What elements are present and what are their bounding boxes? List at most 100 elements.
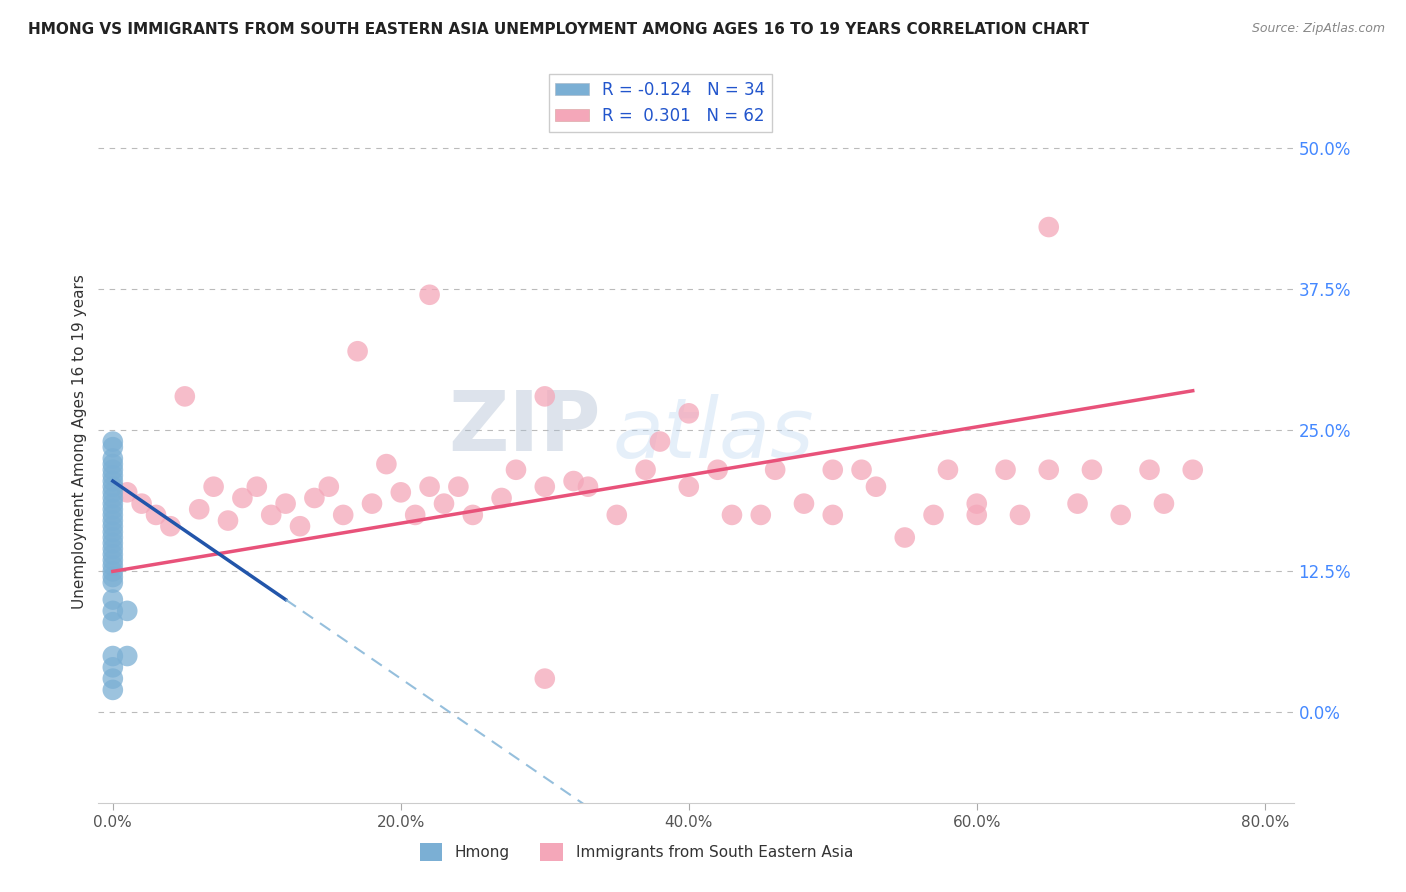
Point <box>793 497 815 511</box>
Point <box>576 480 599 494</box>
Text: ZIP: ZIP <box>449 386 600 467</box>
Point <box>1066 497 1088 511</box>
Point <box>115 648 138 663</box>
Point <box>994 463 1017 477</box>
Point <box>101 553 124 567</box>
Point <box>260 508 283 522</box>
Point <box>1038 220 1060 235</box>
Point <box>101 457 124 471</box>
Point <box>101 592 124 607</box>
Point <box>101 440 124 454</box>
Point <box>433 497 456 511</box>
Point <box>101 648 124 663</box>
Point <box>404 508 426 522</box>
Point <box>101 474 124 488</box>
Point <box>101 682 124 697</box>
Point <box>389 485 412 500</box>
Point <box>966 508 988 522</box>
Point <box>115 604 138 618</box>
Text: HMONG VS IMMIGRANTS FROM SOUTH EASTERN ASIA UNEMPLOYMENT AMONG AGES 16 TO 19 YEA: HMONG VS IMMIGRANTS FROM SOUTH EASTERN A… <box>28 22 1090 37</box>
Point <box>304 491 326 505</box>
Point <box>246 480 269 494</box>
Point <box>1038 463 1060 477</box>
Point <box>173 389 195 403</box>
Point <box>763 463 786 477</box>
Point <box>821 508 844 522</box>
Point <box>101 660 124 674</box>
Point <box>101 480 124 494</box>
Point <box>101 604 124 618</box>
Text: Source: ZipAtlas.com: Source: ZipAtlas.com <box>1251 22 1385 36</box>
Point <box>1139 463 1161 477</box>
Point <box>1109 508 1132 522</box>
Point <box>101 514 124 528</box>
Point <box>318 480 340 494</box>
Point <box>101 565 124 579</box>
Point <box>505 463 527 477</box>
Point <box>101 531 124 545</box>
Point <box>1081 463 1104 477</box>
Point <box>1181 463 1204 477</box>
Point <box>188 502 211 516</box>
Point <box>101 672 124 686</box>
Point <box>461 508 484 522</box>
Point <box>231 491 253 505</box>
Point <box>101 541 124 556</box>
Point <box>115 485 138 500</box>
Point <box>274 497 297 511</box>
Point <box>749 508 772 522</box>
Point <box>101 491 124 505</box>
Legend: Hmong, Immigrants from South Eastern Asia: Hmong, Immigrants from South Eastern Asi… <box>413 837 859 867</box>
Point <box>721 508 744 522</box>
Point <box>101 502 124 516</box>
Point <box>101 558 124 573</box>
Point <box>101 468 124 483</box>
Point <box>606 508 628 522</box>
Point <box>361 497 384 511</box>
Point <box>101 575 124 590</box>
Point <box>648 434 671 449</box>
Point <box>101 524 124 539</box>
Point <box>533 480 555 494</box>
Text: atlas: atlas <box>613 393 814 475</box>
Point <box>101 451 124 466</box>
Point <box>966 497 988 511</box>
Point <box>131 497 153 511</box>
Point <box>447 480 470 494</box>
Point <box>101 463 124 477</box>
Point <box>1008 508 1031 522</box>
Point <box>101 497 124 511</box>
Point <box>1153 497 1175 511</box>
Point <box>101 536 124 550</box>
Point <box>634 463 657 477</box>
Point <box>562 474 585 488</box>
Point <box>159 519 181 533</box>
Point <box>865 480 887 494</box>
Point <box>419 287 441 301</box>
Point <box>101 570 124 584</box>
Point <box>101 615 124 630</box>
Point <box>533 672 555 686</box>
Point <box>101 548 124 562</box>
Point <box>202 480 225 494</box>
Point <box>936 463 959 477</box>
Point <box>217 514 239 528</box>
Point <box>101 485 124 500</box>
Point <box>101 519 124 533</box>
Point <box>332 508 354 522</box>
Point <box>678 480 700 494</box>
Point <box>533 389 555 403</box>
Point <box>101 434 124 449</box>
Point <box>288 519 311 533</box>
Point <box>678 406 700 420</box>
Point <box>893 531 915 545</box>
Point <box>491 491 513 505</box>
Point <box>145 508 167 522</box>
Point <box>346 344 368 359</box>
Point <box>419 480 441 494</box>
Y-axis label: Unemployment Among Ages 16 to 19 years: Unemployment Among Ages 16 to 19 years <box>72 274 87 609</box>
Point <box>821 463 844 477</box>
Point <box>922 508 945 522</box>
Point <box>851 463 873 477</box>
Point <box>706 463 728 477</box>
